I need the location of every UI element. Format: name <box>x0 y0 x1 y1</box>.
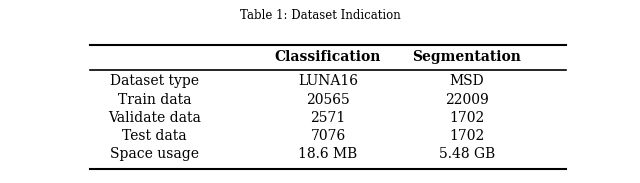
Text: Table 1: Dataset Indication: Table 1: Dataset Indication <box>239 9 401 22</box>
Text: Classification: Classification <box>275 50 381 64</box>
Text: MSD: MSD <box>449 74 484 88</box>
Text: Validate data: Validate data <box>108 111 201 126</box>
Text: 20565: 20565 <box>306 93 350 107</box>
Text: Train data: Train data <box>118 93 191 107</box>
Text: 1702: 1702 <box>449 129 484 143</box>
Text: LUNA16: LUNA16 <box>298 74 358 88</box>
Text: 2571: 2571 <box>310 111 346 126</box>
Text: 5.48 GB: 5.48 GB <box>439 147 495 161</box>
Text: 7076: 7076 <box>310 129 346 143</box>
Text: Segmentation: Segmentation <box>412 50 522 64</box>
Text: 1702: 1702 <box>449 111 484 126</box>
Text: Dataset type: Dataset type <box>110 74 199 88</box>
Text: 18.6 MB: 18.6 MB <box>298 147 358 161</box>
Text: Space usage: Space usage <box>110 147 199 161</box>
Text: Test data: Test data <box>122 129 187 143</box>
Text: 22009: 22009 <box>445 93 489 107</box>
